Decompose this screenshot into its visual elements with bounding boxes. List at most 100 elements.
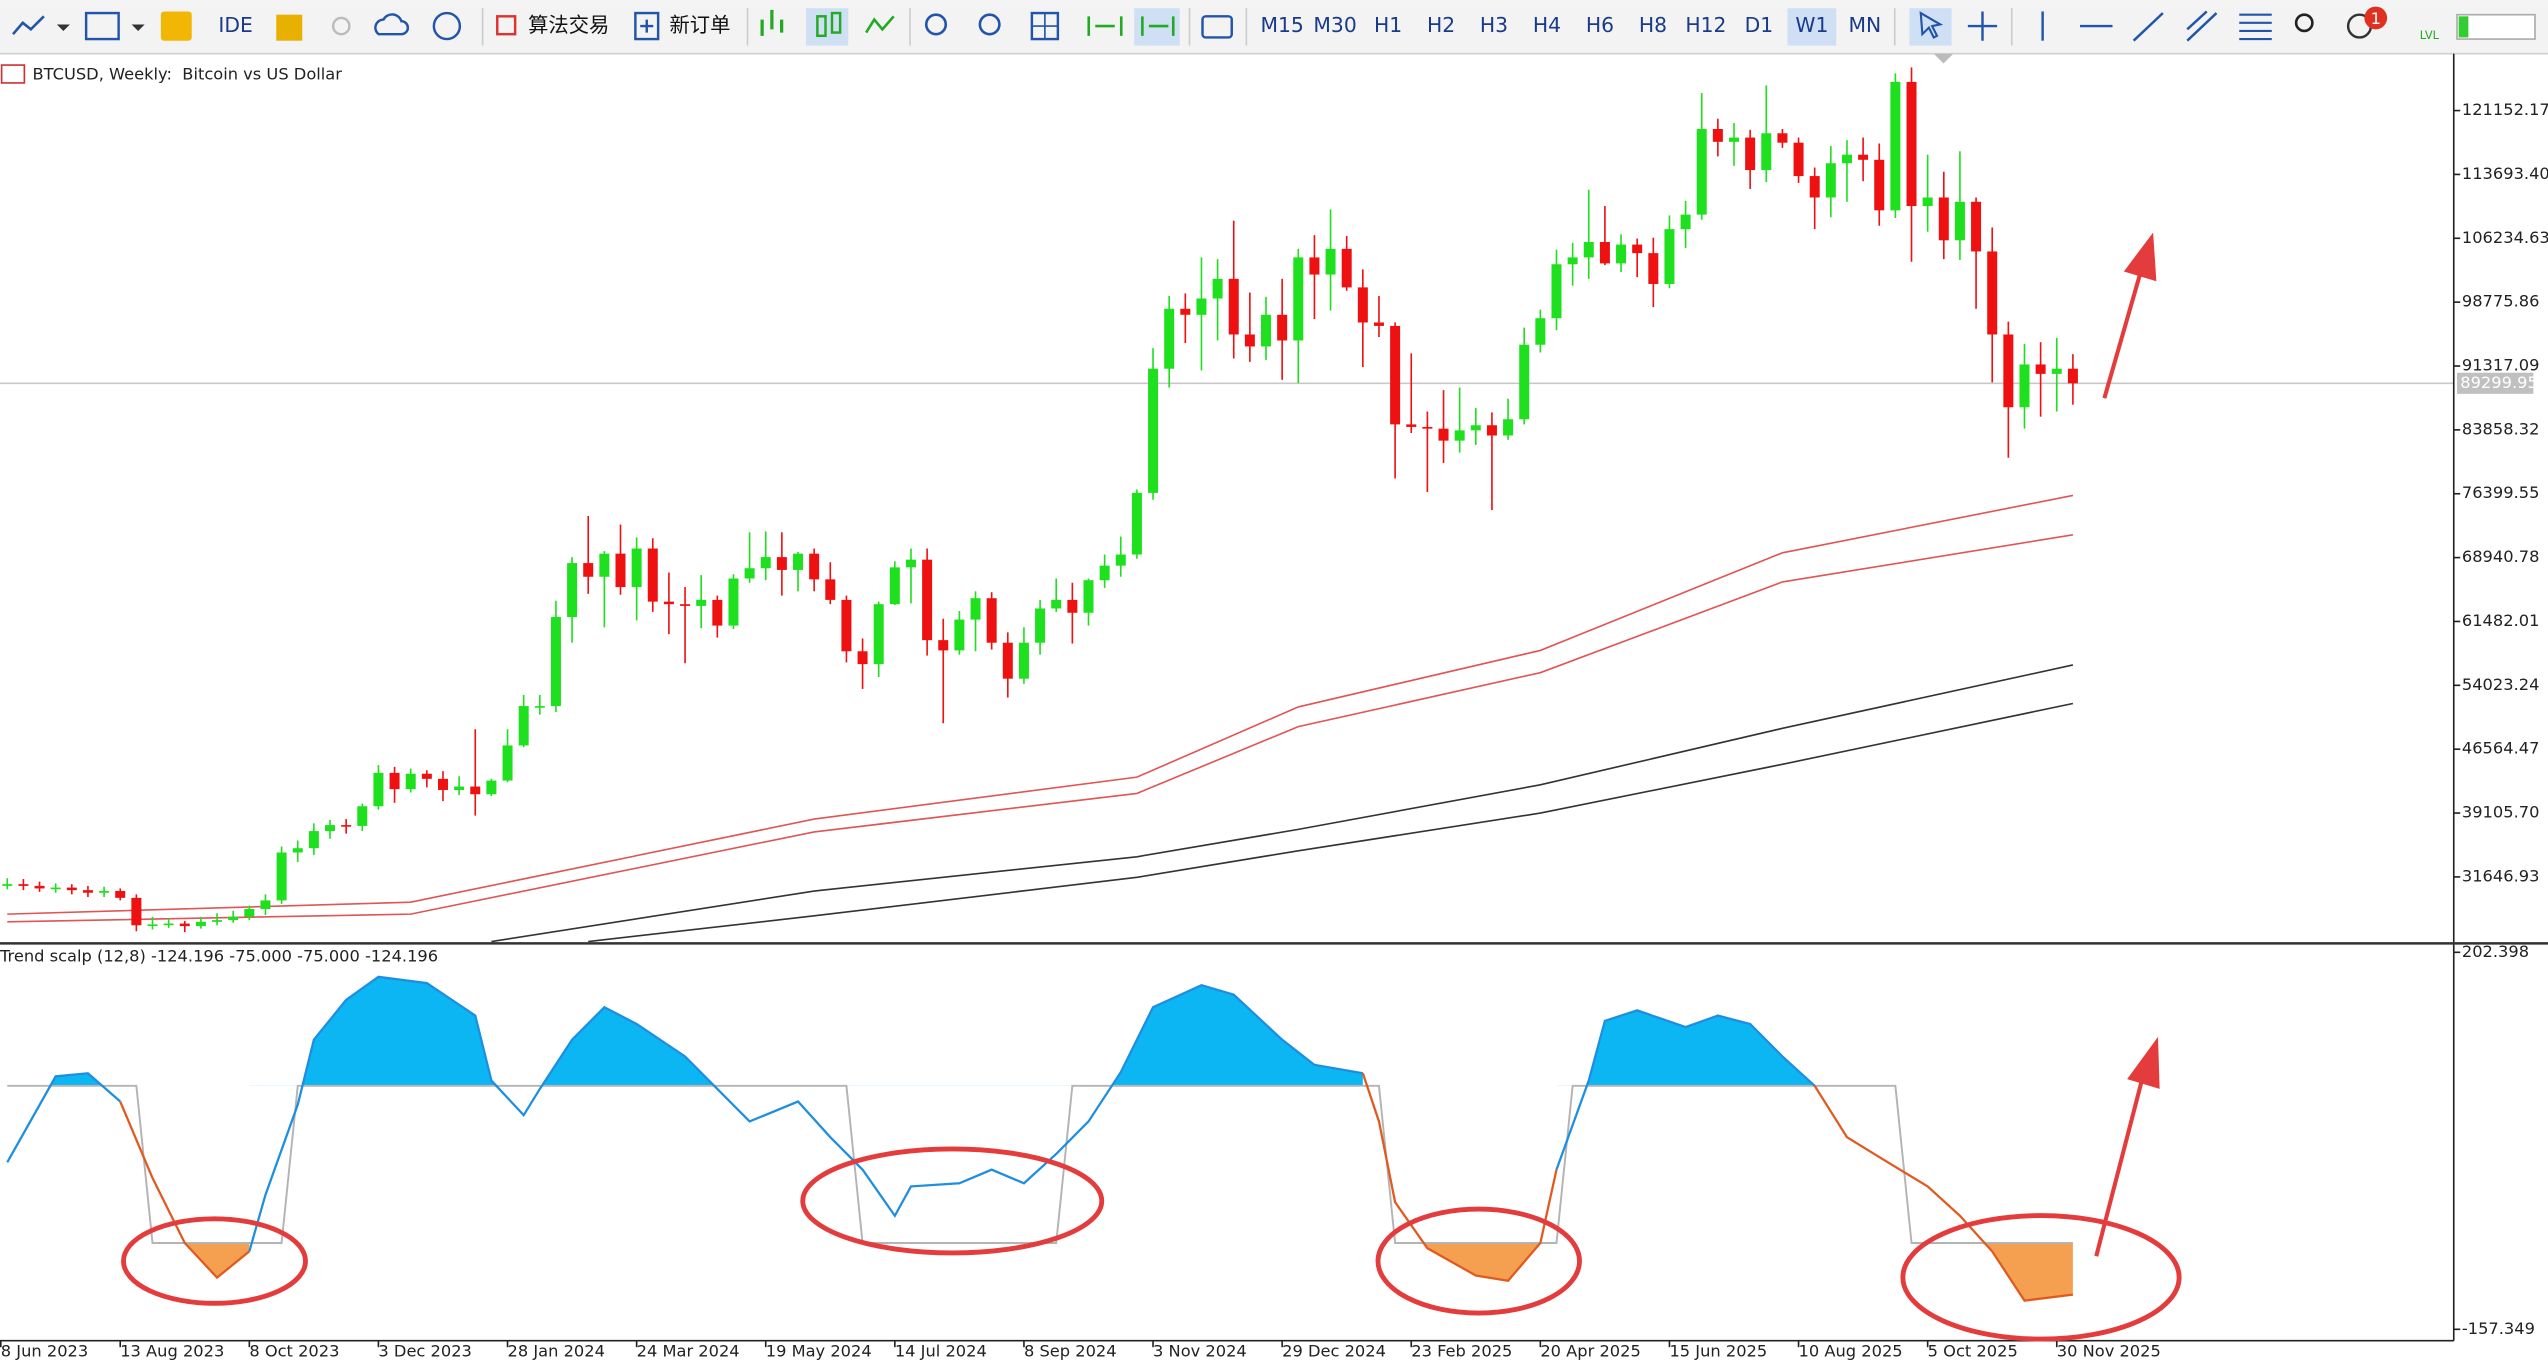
timeframe-button[interactable]: H1 bbox=[1374, 13, 1402, 37]
candle-body bbox=[1938, 197, 1949, 241]
candle-body bbox=[760, 557, 771, 569]
candle-body bbox=[1018, 642, 1029, 679]
candle-chart-button[interactable] bbox=[816, 15, 827, 38]
highlight-circle bbox=[800, 1146, 1105, 1256]
market-button[interactable] bbox=[160, 11, 192, 41]
y-tick-label: 39105.70 bbox=[2462, 803, 2540, 822]
candle-body bbox=[2, 884, 13, 886]
y-tick-label: 83858.32 bbox=[2462, 419, 2540, 438]
highlight-circle bbox=[121, 1216, 308, 1306]
candle-body bbox=[696, 599, 707, 606]
candle-body bbox=[212, 920, 223, 922]
moving-average bbox=[7, 494, 2074, 915]
timeframe-button[interactable]: H2 bbox=[1427, 13, 1455, 37]
candle-body bbox=[1390, 325, 1401, 425]
candle-body bbox=[647, 548, 658, 602]
trendline-button[interactable] bbox=[2132, 12, 2164, 42]
timeframe-button[interactable]: MN bbox=[1848, 13, 1881, 37]
screenshot-button[interactable] bbox=[1201, 15, 1233, 39]
crosshair-button[interactable] bbox=[1967, 11, 1998, 41]
arrow-shaft bbox=[2094, 1080, 2144, 1257]
candle-body bbox=[1115, 554, 1126, 566]
active-button-bg bbox=[1909, 8, 1952, 46]
channel-button[interactable] bbox=[2186, 10, 2218, 42]
symbol-icon bbox=[0, 64, 26, 84]
candle-body bbox=[66, 887, 77, 891]
vps-button[interactable] bbox=[432, 11, 462, 41]
x-tick-label: 29 Dec 2024 bbox=[1282, 1342, 1386, 1361]
zoom-out-button[interactable] bbox=[978, 13, 1001, 36]
line-type-button[interactable] bbox=[865, 15, 895, 34]
algo-icon[interactable] bbox=[496, 15, 517, 36]
candle-body bbox=[1099, 565, 1110, 581]
candle-chart-button[interactable] bbox=[830, 11, 842, 34]
algo-trading-button[interactable]: 算法交易 bbox=[528, 13, 609, 37]
candle-body bbox=[260, 900, 271, 909]
candle-body bbox=[2003, 334, 2014, 408]
scroll-marker bbox=[1933, 53, 1954, 64]
timeframe-button[interactable]: H6 bbox=[1586, 13, 1614, 37]
notification-badge bbox=[2364, 6, 2388, 30]
candle-body bbox=[1567, 257, 1578, 265]
timeframe-button[interactable]: W1 bbox=[1795, 13, 1828, 37]
timeframe-button[interactable]: M15 bbox=[1260, 13, 1303, 37]
timeframe-button[interactable]: H12 bbox=[1685, 13, 1726, 37]
candle-body bbox=[1551, 264, 1562, 319]
cursor-button[interactable] bbox=[1919, 11, 1944, 39]
candle-body bbox=[1809, 176, 1820, 198]
candle-body bbox=[357, 806, 368, 826]
candle-body bbox=[1632, 244, 1643, 254]
y-tick-label: 113693.40 bbox=[2462, 164, 2548, 183]
candle-body bbox=[34, 885, 45, 889]
candle-body bbox=[567, 563, 578, 618]
moving-average bbox=[491, 664, 2074, 943]
y-tick-label: 106234.63 bbox=[2462, 228, 2548, 247]
candle-body bbox=[195, 921, 206, 927]
candle-body bbox=[1906, 81, 1917, 207]
timeframe-button[interactable]: D1 bbox=[1745, 13, 1774, 37]
search-button[interactable] bbox=[2294, 13, 2314, 33]
candle-body bbox=[1729, 137, 1740, 142]
timeframe-button[interactable]: H3 bbox=[1480, 13, 1508, 37]
candle-body bbox=[1261, 314, 1272, 347]
candle-body bbox=[1761, 133, 1772, 171]
candle-body bbox=[470, 786, 481, 795]
candle-body bbox=[518, 706, 529, 746]
shift-button[interactable] bbox=[1141, 16, 1175, 36]
level-meter bbox=[2456, 13, 2536, 40]
candle-body bbox=[2035, 364, 2046, 374]
radio-button[interactable] bbox=[331, 16, 351, 36]
timeframe-button[interactable]: M30 bbox=[1313, 13, 1356, 37]
candle-body bbox=[663, 601, 674, 605]
bar-chart-button[interactable] bbox=[760, 9, 784, 36]
candle-body bbox=[1228, 278, 1239, 335]
candle-body bbox=[1745, 137, 1756, 171]
x-tick-label: 3 Nov 2024 bbox=[1153, 1342, 1247, 1361]
candle-body bbox=[841, 599, 852, 652]
scroll-button[interactable] bbox=[1087, 16, 1123, 36]
x-tick-label: 15 Jun 2025 bbox=[1669, 1342, 1767, 1361]
timeframe-button[interactable]: H4 bbox=[1533, 13, 1561, 37]
line-chart-button[interactable] bbox=[12, 15, 45, 36]
candle-body bbox=[1067, 599, 1078, 613]
new-chart-button[interactable] bbox=[84, 11, 120, 41]
candle-body bbox=[615, 553, 626, 588]
candle-body bbox=[986, 598, 997, 643]
candle-body bbox=[1341, 248, 1352, 288]
new-order-button[interactable]: 新订单 bbox=[670, 13, 731, 37]
timeframe-button[interactable]: H8 bbox=[1639, 13, 1667, 37]
ide-button[interactable]: IDE bbox=[218, 13, 252, 37]
dropdown[interactable] bbox=[131, 24, 145, 31]
dropdown[interactable] bbox=[56, 24, 70, 31]
x-tick-label: 10 Aug 2025 bbox=[1799, 1342, 1903, 1361]
candle-body bbox=[970, 598, 981, 620]
order-icon[interactable] bbox=[634, 11, 660, 41]
fibo-button[interactable] bbox=[2239, 13, 2272, 41]
signals-button[interactable] bbox=[276, 14, 303, 41]
fill-area bbox=[1984, 1243, 2073, 1301]
candle-body bbox=[1486, 425, 1497, 436]
cloud-button[interactable] bbox=[374, 13, 410, 36]
main-panel bbox=[0, 67, 2454, 943]
zoom-in-button[interactable] bbox=[924, 13, 948, 36]
